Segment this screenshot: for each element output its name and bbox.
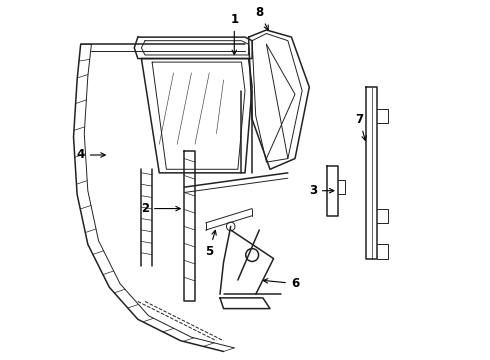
Text: 6: 6 — [263, 277, 299, 290]
Text: 3: 3 — [309, 184, 334, 197]
Text: 4: 4 — [76, 148, 105, 162]
Text: 2: 2 — [141, 202, 180, 215]
Text: 1: 1 — [230, 13, 238, 54]
Text: 5: 5 — [205, 230, 216, 258]
Text: 7: 7 — [355, 113, 366, 140]
Text: 8: 8 — [255, 6, 268, 30]
